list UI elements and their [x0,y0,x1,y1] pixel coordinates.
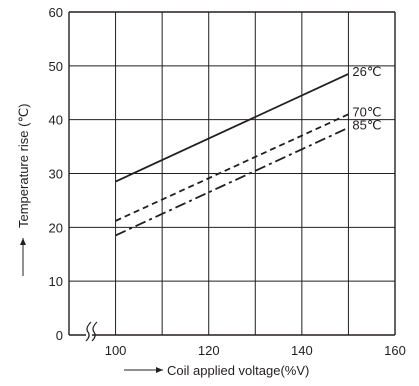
series-line [115,126,349,237]
y-tick-label: 30 [49,167,63,182]
y-tick-label: 20 [49,220,63,235]
y-tick-label: 50 [49,59,63,74]
series-line [115,73,349,183]
x-axis-title: Coil applied voltage(%V) [167,363,309,378]
y-axis-title: Temperature rise (℃) [16,104,31,228]
labels: 0 10 20 30 40 50 60 100 120 140 160 26℃ 70℃85℃ Coil a… [16,5,406,378]
x-tick-label: 140 [291,343,313,358]
series-label: 70℃ [352,104,381,119]
axis-break-mark [85,321,92,342]
series-label: 26℃ [352,64,381,79]
series-line [115,113,349,222]
x-tick-label: 120 [198,343,220,358]
grid [69,12,395,335]
axes [68,11,396,342]
series-lines [115,73,349,237]
y-tick-label: 0 [56,328,63,343]
y-tick-label: 60 [49,5,63,20]
axis-break-mark [91,321,98,342]
x-tick-label: 100 [105,343,127,358]
x-tick-label: 160 [384,343,406,358]
series-label: 85℃ [352,118,381,133]
y-tick-label: 10 [49,274,63,289]
y-tick-label: 40 [49,113,63,128]
